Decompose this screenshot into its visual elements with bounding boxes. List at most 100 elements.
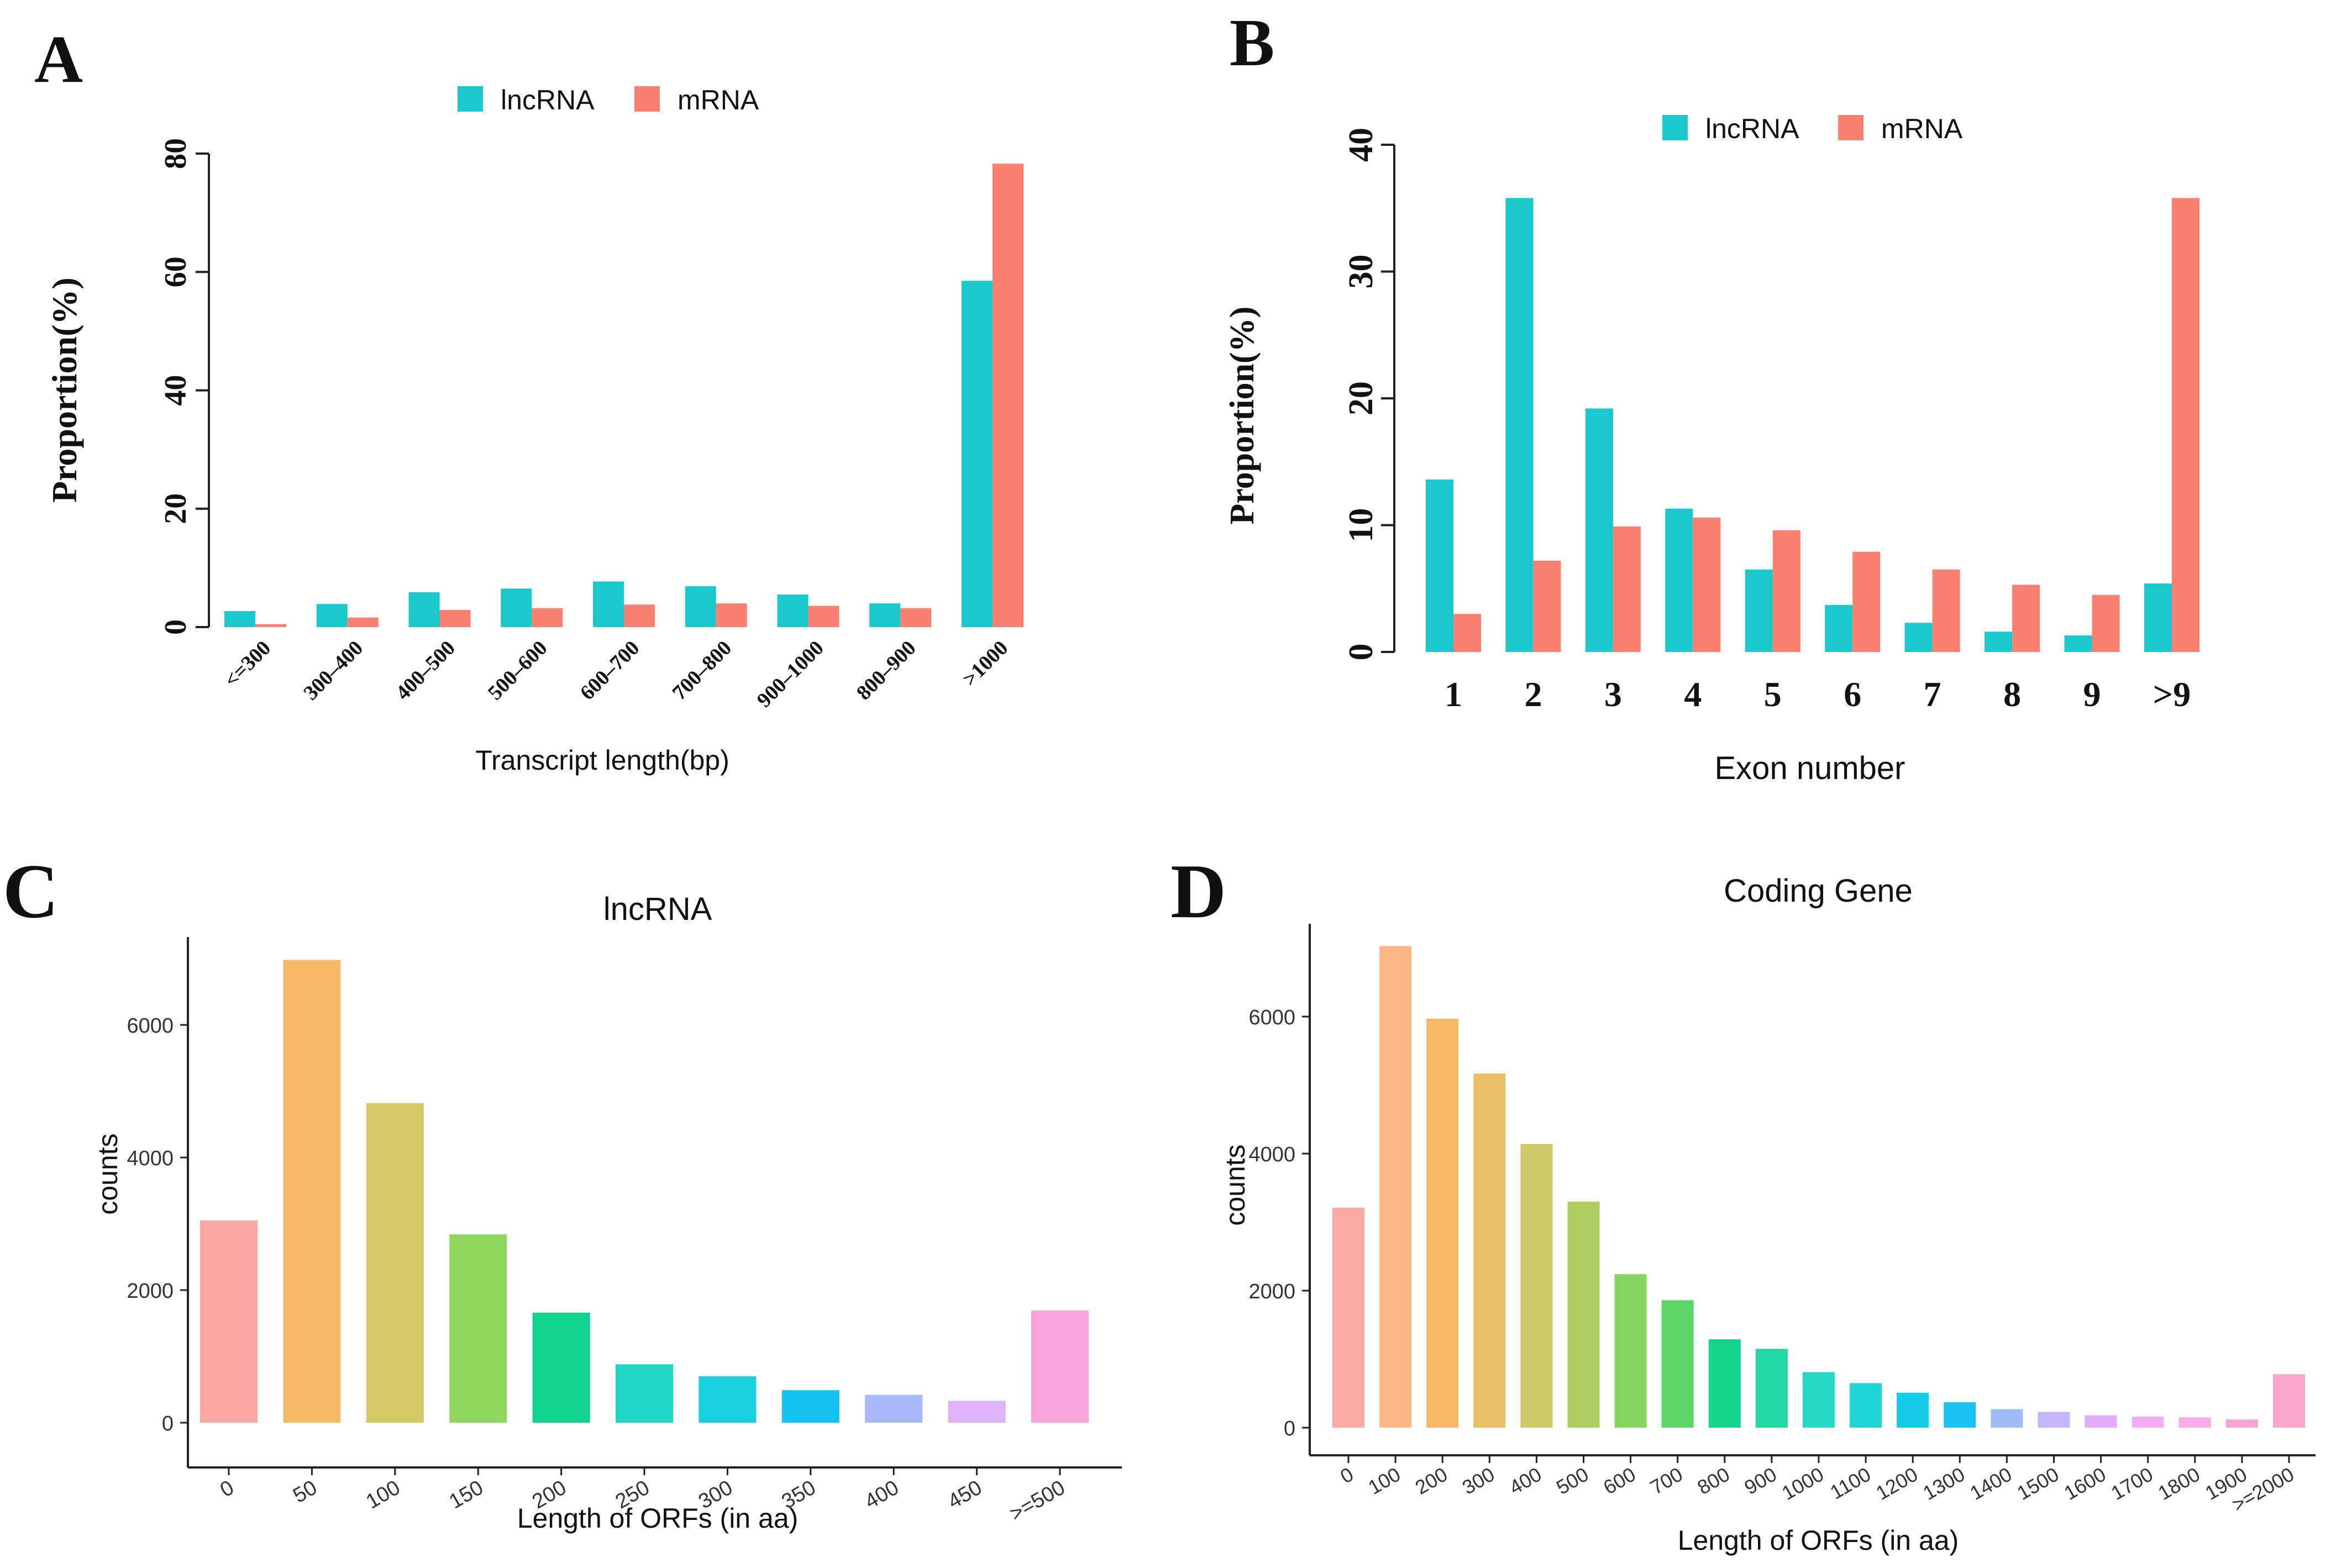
- bar-lncrna: [1426, 479, 1453, 652]
- bar: [1991, 1409, 2023, 1428]
- legend-swatch-lncrna: [1662, 115, 1688, 140]
- x-tick-label: 3: [1604, 675, 1622, 714]
- bar-mrna: [2012, 585, 2040, 652]
- bar: [2178, 1417, 2211, 1428]
- bar: [1520, 1144, 1553, 1428]
- y-tick-label: 20: [159, 493, 193, 524]
- bar-mrna: [255, 624, 286, 627]
- panel-label-d: D: [1170, 849, 1226, 934]
- bar: [699, 1376, 757, 1423]
- legend-swatch-mrna: [634, 86, 660, 112]
- bar-lncrna: [962, 281, 993, 628]
- bar: [781, 1390, 839, 1423]
- panel-label-a: A: [34, 22, 83, 97]
- bar: [1803, 1372, 1835, 1428]
- y-tick-label: 4000: [127, 1147, 174, 1170]
- bar-mrna: [993, 164, 1023, 627]
- y-tick-label: 6000: [1248, 1006, 1295, 1029]
- bar: [283, 960, 341, 1423]
- bar: [200, 1220, 258, 1423]
- bar-lncrna: [408, 592, 440, 627]
- bar-mrna: [1852, 551, 1881, 652]
- bar-mrna: [716, 603, 747, 627]
- x-tick-label: 7: [1924, 675, 1941, 714]
- bar: [1708, 1339, 1741, 1428]
- y-tick-label: 0: [162, 1412, 174, 1435]
- x-tick-label: 6: [1844, 675, 1861, 714]
- bar: [2132, 1417, 2164, 1428]
- y-tick-label: 30: [1342, 255, 1380, 289]
- bar-lncrna: [1745, 569, 1773, 652]
- bar-lncrna: [1505, 198, 1534, 652]
- y-tick-label: 80: [159, 138, 193, 169]
- legend: lncRNA mRNA: [458, 85, 759, 115]
- bar-lncrna: [501, 588, 532, 627]
- legend-label: lncRNA: [501, 85, 595, 115]
- bar-mrna: [1533, 560, 1561, 652]
- bar: [1614, 1274, 1647, 1428]
- y-tick-label: 4000: [1248, 1143, 1295, 1166]
- bar: [2225, 1419, 2258, 1428]
- bar-mrna: [900, 608, 932, 627]
- panel-label-b: B: [1230, 6, 1274, 80]
- bar: [1567, 1201, 1600, 1428]
- y-tick-label: 20: [1342, 381, 1380, 415]
- bar-lncrna: [1585, 408, 1613, 652]
- x-axis-title: Length of ORFs (in aa): [1678, 1525, 1959, 1556]
- bar-mrna: [439, 609, 471, 627]
- y-tick-label: 0: [159, 619, 193, 635]
- bar: [1850, 1383, 1882, 1428]
- bar: [2085, 1415, 2117, 1428]
- bar: [948, 1401, 1006, 1423]
- bar: [532, 1312, 590, 1423]
- x-tick-label: 4: [1684, 675, 1702, 714]
- bar-lncrna: [1825, 605, 1853, 652]
- bar-mrna: [1932, 569, 1960, 652]
- legend-label: mRNA: [1881, 113, 1963, 144]
- bar-mrna: [2172, 198, 2199, 652]
- bar-mrna: [1613, 526, 1641, 652]
- bar: [366, 1103, 424, 1423]
- bar: [1332, 1207, 1364, 1428]
- legend-swatch-mrna: [1838, 115, 1863, 140]
- y-tick-label: 2000: [127, 1280, 174, 1303]
- bar-mrna: [808, 606, 839, 627]
- x-axis-title: Length of ORFs (in aa): [517, 1503, 799, 1534]
- bar: [1661, 1300, 1694, 1428]
- bar-mrna: [624, 604, 655, 627]
- bar-lncrna: [2064, 635, 2092, 652]
- y-tick-label: 40: [159, 375, 193, 406]
- bar-lncrna: [869, 603, 901, 627]
- bar: [1897, 1392, 1929, 1428]
- bar: [2273, 1374, 2305, 1428]
- y-axis-title: counts: [1220, 1144, 1251, 1225]
- bar-mrna: [532, 608, 563, 627]
- panel-label-c: C: [3, 849, 59, 934]
- y-tick-label: 6000: [127, 1014, 174, 1038]
- bar: [1944, 1402, 1976, 1428]
- x-axis-title: Transcript length(bp): [475, 745, 729, 776]
- y-tick-label: 0: [1284, 1417, 1295, 1440]
- x-tick-label: >9: [2153, 675, 2191, 714]
- legend-swatch-lncrna: [458, 86, 483, 112]
- bar-mrna: [1453, 614, 1481, 652]
- chart-title: Coding Gene: [1724, 873, 1913, 909]
- x-tick-label: 1: [1445, 675, 1462, 714]
- bar-mrna: [2092, 594, 2120, 652]
- bar-lncrna: [1665, 508, 1693, 652]
- bar-lncrna: [593, 581, 624, 627]
- x-tick-label: 5: [1764, 675, 1782, 714]
- bar-mrna: [1693, 517, 1721, 652]
- legend-label: lncRNA: [1705, 113, 1799, 144]
- x-tick-label: 2: [1524, 675, 1542, 714]
- bar-lncrna: [316, 604, 348, 627]
- y-tick-label: 10: [1342, 508, 1380, 543]
- bar-lncrna: [1904, 623, 1933, 652]
- y-axis-title: Proportion(%): [1224, 307, 1261, 525]
- bar-lncrna: [685, 586, 716, 627]
- x-axis-title: Exon number: [1715, 750, 1905, 786]
- bar-lncrna: [1985, 632, 2013, 652]
- bar: [1473, 1073, 1506, 1428]
